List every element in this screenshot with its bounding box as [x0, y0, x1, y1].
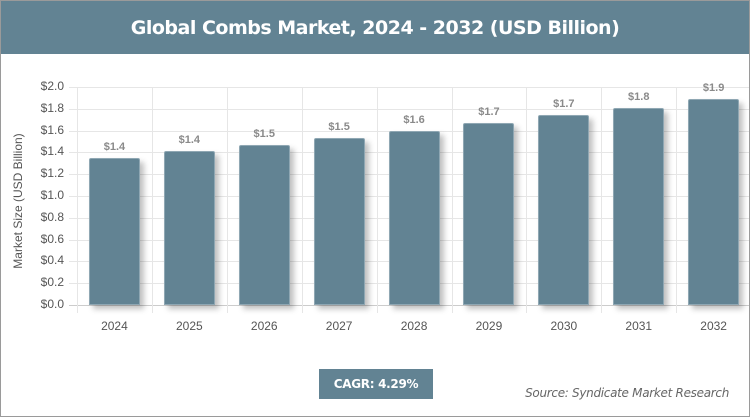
x-tick-label: 2025: [175, 319, 203, 333]
vertical-gridline: [301, 87, 303, 313]
y-tick-label: $1.4: [40, 144, 64, 159]
y-tick-label: $0.6: [40, 231, 64, 246]
y-tick-label: $0.0: [40, 297, 64, 311]
vertical-gridline: [151, 87, 153, 313]
bar-value-label: $1.5: [253, 127, 275, 140]
vertical-gridline: [601, 87, 603, 313]
bar-value-label: $1.7: [478, 105, 500, 118]
vertical-gridline: [376, 87, 378, 313]
y-tick-label: $1.2: [40, 166, 64, 181]
vertical-gridline: [676, 87, 678, 313]
bar-value-label: $1.5: [328, 121, 350, 134]
bar-2025[interactable]: [163, 151, 215, 305]
y-axis-label: Market Size (USD Billion): [11, 133, 25, 269]
bar-2024[interactable]: [88, 157, 140, 305]
bar-2031[interactable]: [613, 107, 665, 305]
bar-value-label: $1.6: [403, 113, 425, 126]
bar-2027[interactable]: [313, 138, 365, 305]
bar-value-label: $1.9: [702, 81, 725, 94]
y-tick-label: $2.0: [40, 79, 64, 93]
chart-title: Global Combs Market, 2024 - 2032 (USD Bi…: [1, 1, 749, 54]
x-tick-label: 2026: [250, 319, 278, 333]
x-tick-label: 2032: [700, 319, 727, 333]
gridline: [69, 87, 749, 88]
y-tick-label: $1.6: [40, 122, 64, 137]
bar-2026[interactable]: [238, 144, 290, 305]
bar-value-label: $1.8: [628, 90, 650, 103]
x-tick-label: 2030: [550, 319, 578, 333]
cagr-badge: CAGR: 4.29%: [319, 369, 433, 399]
bar-2029[interactable]: [463, 122, 515, 305]
vertical-gridline: [526, 87, 528, 313]
gridline: [69, 108, 749, 110]
y-tick-label: $0.8: [40, 209, 64, 224]
bar-2028[interactable]: [388, 130, 440, 305]
source-note: Source: Syndicate Market Research: [525, 386, 729, 400]
vertical-gridline: [451, 87, 453, 313]
x-tick-label: 2024: [101, 319, 128, 333]
y-tick-label: $1.8: [40, 100, 64, 115]
vertical-gridline: [77, 87, 78, 313]
x-tick-label: 2027: [325, 319, 353, 333]
bar-2032[interactable]: [688, 98, 740, 305]
vertical-gridline: [226, 87, 228, 313]
x-tick-label: 2031: [625, 319, 653, 333]
bar-2030[interactable]: [538, 115, 590, 305]
x-tick-label: 2029: [475, 319, 503, 333]
y-tick-label: $0.2: [40, 275, 64, 290]
gridline: [69, 305, 749, 306]
y-tick-label: $0.4: [40, 253, 64, 268]
bar-value-label: $1.4: [103, 140, 126, 153]
x-tick-label: 2028: [400, 319, 428, 333]
bar-value-label: $1.7: [553, 98, 575, 111]
bar-value-label: $1.4: [178, 134, 201, 147]
y-tick-label: $1.0: [40, 188, 64, 202]
